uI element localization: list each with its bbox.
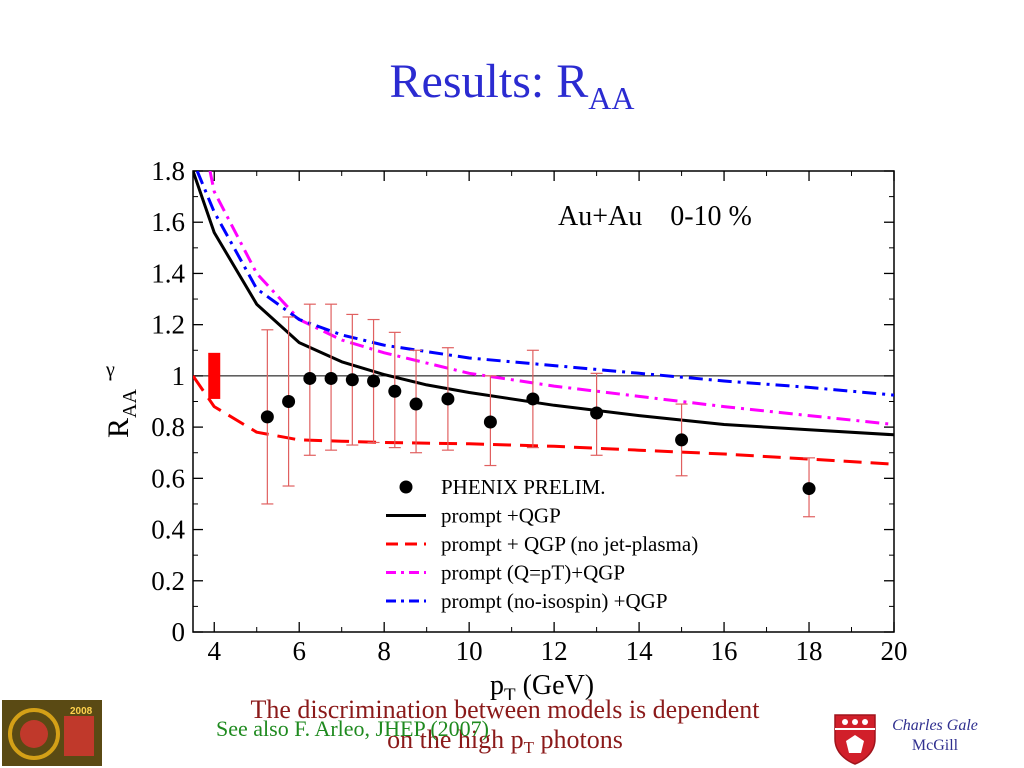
y-axis-title: RAA γ	[102, 359, 141, 438]
series-line-prompt-no-isospin-qgp	[195, 171, 894, 397]
data-point	[409, 397, 423, 411]
mcgill-crest-icon	[834, 714, 876, 765]
data-point	[590, 406, 604, 420]
y-tick-label: 0.6	[151, 463, 185, 493]
series-line-prompt-qgp-no-jet-plasma-	[193, 375, 894, 466]
x-tick-label: 18	[796, 636, 823, 666]
note-line2-sub: T	[523, 737, 535, 757]
x-tick-label: 4	[207, 636, 221, 666]
author-affiliation: McGill	[911, 737, 959, 754]
series-line-prompt-q-pt-qgp	[208, 171, 894, 426]
y-tick-label: 0.2	[151, 566, 185, 596]
svg-text:RAA: RAA	[102, 389, 141, 438]
author-block: Charles Gale McGill	[870, 716, 1000, 756]
x-tick-label: 16	[711, 636, 738, 666]
slide-title-subscript: AA	[588, 80, 635, 116]
data-point	[388, 384, 402, 398]
y-tick-label: 1.6	[151, 207, 185, 237]
x-axis-title-sub: T	[504, 685, 516, 700]
legend-label: prompt +QGP	[441, 504, 561, 528]
discrimination-note-line2: on the high pT photons	[195, 725, 815, 758]
author-name: Charles Gale	[892, 717, 978, 734]
normalization-uncertainty-box	[208, 352, 221, 399]
discrimination-note-line1: The discrimination between models is dep…	[250, 695, 760, 724]
y-axis-title-sup: γ	[105, 359, 115, 381]
data-point	[367, 374, 381, 388]
x-axis-title-unit: (GeV)	[516, 670, 595, 700]
note-line2-pre: on the high p	[387, 724, 524, 754]
y-tick-label: 1	[172, 361, 186, 391]
data-point	[441, 392, 455, 406]
y-tick-label: 1.4	[151, 258, 185, 288]
x-tick-label: 8	[377, 636, 391, 666]
slide-title-main: Results: R	[389, 55, 589, 108]
note-line2-post: photons	[534, 724, 623, 754]
y-tick-label: 0.8	[151, 412, 185, 442]
conference-logo-graphic: 2008	[2, 700, 102, 766]
x-tick-label: 6	[292, 636, 306, 666]
discrimination-note: The discrimination between models is dep…	[195, 695, 815, 757]
x-axis-title: pT (GeV)	[490, 670, 594, 700]
legend-label: prompt (Q=pT)+QGP	[441, 561, 625, 585]
data-point	[345, 373, 359, 387]
data-point	[324, 371, 338, 385]
y-tick-label: 0.4	[151, 515, 185, 545]
reference-note: See also F. Arleo, JHEP (2007)	[216, 716, 490, 741]
collision-system-annotation: Au+Au 0-10 %	[558, 201, 752, 232]
legend-marker-points	[399, 480, 413, 494]
logo-year-text: 2008	[70, 706, 93, 717]
slide-title: Results: RAA	[0, 55, 1024, 116]
chart-legend: PHENIX PRELIM. prompt +QGP prompt + QGP (n…	[386, 475, 698, 613]
y-tick-label: 1.2	[151, 310, 185, 340]
data-point	[282, 395, 296, 408]
y-axis-title-main: R	[102, 418, 135, 438]
data-point	[802, 482, 816, 496]
legend-label: PHENIX PRELIM.	[441, 475, 606, 499]
raa-chart: 4 6 8 10 12 14 16 18 20 0 0.2 0.4 0.6 0.8 1 1.2 1.4 1.6 1.…	[102, 156, 908, 700]
x-tick-label: 20	[881, 636, 908, 666]
conference-logo: 2008	[2, 700, 102, 766]
data-point	[675, 433, 689, 447]
y-axis-title-sub: AA	[119, 389, 141, 418]
data-point	[526, 392, 540, 406]
x-axis-title-main: p	[490, 670, 504, 700]
x-tick-label: 12	[541, 636, 568, 666]
x-tick-label: 10	[456, 636, 483, 666]
y-tick-label: 1.8	[151, 156, 185, 186]
data-point	[303, 371, 317, 385]
data-point	[483, 415, 497, 429]
x-tick-label: 14	[626, 636, 654, 666]
data-point	[260, 410, 274, 424]
legend-label: prompt + QGP (no jet-plasma)	[441, 532, 698, 556]
y-tick-label: 0	[172, 617, 186, 647]
legend-label: prompt (no-isospin) +QGP	[441, 589, 668, 613]
series-line-prompt-qgp	[193, 171, 894, 437]
